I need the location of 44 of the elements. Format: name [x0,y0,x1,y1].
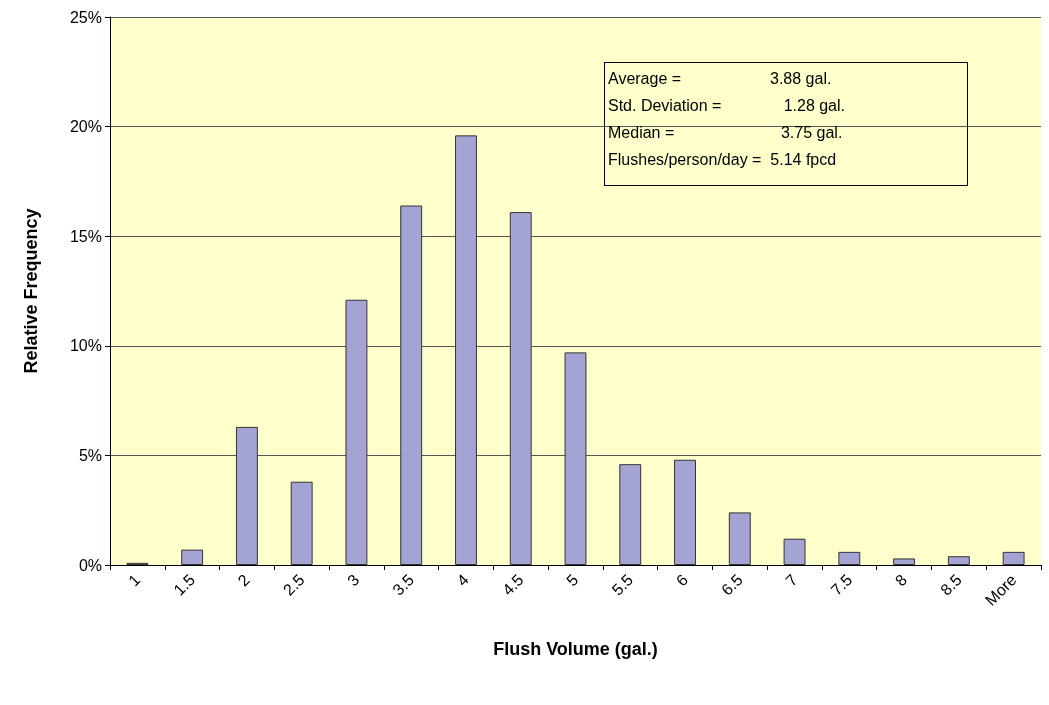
bar [235,426,258,565]
bar [290,481,313,565]
bar [728,512,751,565]
bar [947,556,970,565]
y-tick-label: 20% [69,118,102,136]
x-tick-label: 1.5 [170,570,199,599]
x-tick-label: 4 [453,570,473,590]
annotation: Median = 3.75 gal. [608,123,844,143]
bar [400,205,423,565]
bar [345,299,368,565]
annotation: Std. Deviation = 1.28 gal. [608,96,846,116]
bar [619,464,642,565]
x-tick-label: 2.5 [279,570,308,599]
bar [455,135,477,565]
bar [674,459,696,565]
bar [181,549,204,565]
y-tick-label: 0% [78,556,102,574]
annotation: Average = 3.88 gal. [608,69,833,89]
x-tick-label: 8.5 [937,570,965,599]
x-tick-label: 7.5 [827,570,856,599]
y-axis-title: Relative Frequency [21,208,41,374]
bar [783,538,806,565]
bar [564,352,587,565]
bar [509,212,532,565]
x-tick-label: 5.5 [608,570,637,599]
y-tick-label: 25% [69,8,102,26]
x-tick-label: 3 [344,570,363,590]
x-tick-label: 6 [672,570,692,590]
y-tick-label: 10% [69,337,102,355]
x-tick-label: 3.5 [389,570,418,599]
x-tick-label: 1 [125,570,144,590]
x-tick-label: 6.5 [718,570,746,599]
y-tick-label: 15% [69,227,102,245]
x-tick-label: 4.5 [499,570,527,599]
bar [1002,551,1025,565]
y-tick-label: 5% [78,446,102,464]
x-tick-label: 7 [782,570,801,590]
x-tick-label: 8 [891,570,911,590]
bar [838,551,861,565]
x-axis-title: Flush Volume (gal.) [493,639,658,659]
x-tick-label: 5 [563,570,582,590]
annotation: Flushes/person/day = 5.14 fpcd [608,150,838,170]
bar [893,558,916,565]
x-tick-label: 2 [234,570,253,590]
